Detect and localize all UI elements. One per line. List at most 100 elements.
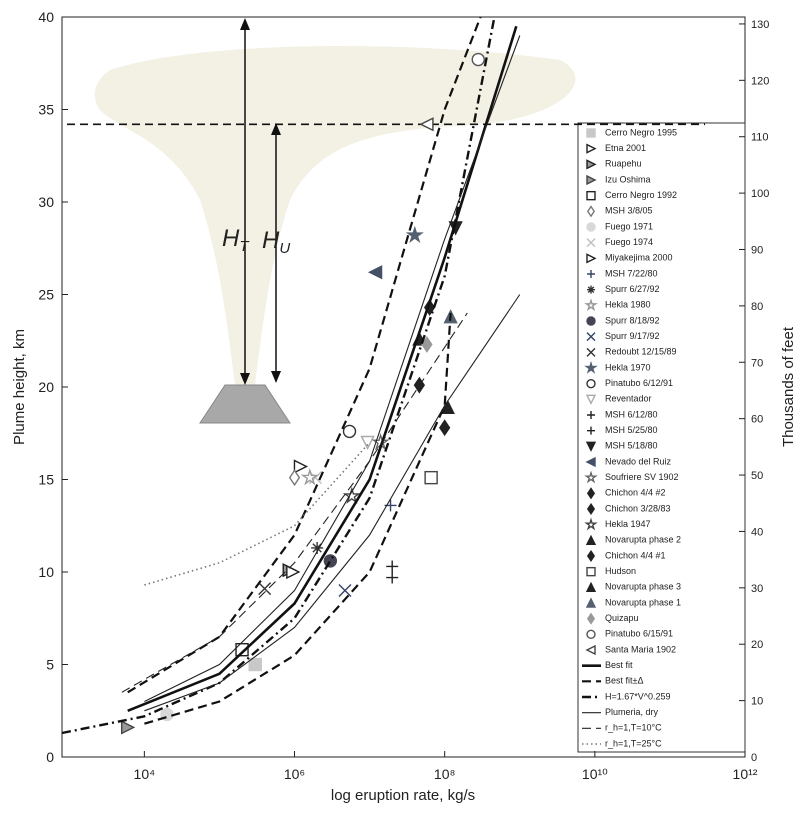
y2-axis-title: Thousands of feet: [780, 326, 797, 447]
legend-label: Hekla 1980: [605, 300, 651, 310]
arrowhead: [240, 373, 250, 385]
y2-tick-label: 40: [751, 526, 763, 538]
y2-tick-label: 70: [751, 357, 763, 369]
marker: [311, 541, 324, 554]
marker: [342, 424, 357, 439]
label-sub: T: [239, 238, 250, 255]
y2-tick-label: 100: [751, 188, 769, 200]
legend-marker: [586, 205, 596, 218]
y-tick-label: 15: [38, 472, 54, 488]
legend-label: Plumeria, dry: [605, 707, 659, 717]
legend-label: Fuego 1971: [605, 221, 653, 231]
legend-marker: [586, 566, 596, 577]
legend-marker: [586, 128, 596, 138]
legend-marker: [587, 285, 595, 294]
fit-line: [144, 294, 521, 712]
y2-tick-label: 20: [751, 639, 763, 651]
fit-line: [127, 25, 518, 713]
marker: [386, 560, 399, 573]
legend-label: Pinatubo 6/12/91: [605, 378, 673, 388]
y2-tick-label: 120: [751, 75, 769, 87]
legend-marker: [586, 190, 596, 201]
legend-marker: [585, 534, 597, 546]
legend-label: Chichon 3/28/83: [605, 503, 671, 513]
marker: [323, 554, 338, 568]
legend-label: Nevado del Ruiz: [605, 456, 672, 466]
legend-label: MSH 3/8/05: [605, 206, 653, 216]
legend-marker: [586, 174, 597, 186]
x-tick-label: 10⁴: [134, 766, 156, 782]
y-axis-title: Plume height, km: [11, 329, 28, 445]
legend-label: Fuego 1974: [605, 237, 653, 247]
legend-marker: [584, 298, 598, 312]
legend-label: Redoubt 12/15/89: [605, 347, 677, 357]
fit-line: [121, 312, 468, 693]
y-tick-label: 20: [38, 379, 54, 395]
y2-tick-label: 130: [751, 19, 769, 31]
legend-label: Reventador: [605, 394, 652, 404]
legend-marker: [586, 629, 596, 640]
legend-label: MSH 5/18/80: [605, 441, 658, 451]
legend-label: MSH 6/12/80: [605, 409, 658, 419]
ht-label: HT: [222, 225, 250, 255]
legend-marker: [585, 394, 597, 405]
legend-marker: [586, 487, 596, 500]
marker: [405, 225, 424, 244]
marker: [286, 564, 301, 580]
fit-line: [61, 16, 496, 735]
y-tick-label: 10: [38, 564, 54, 580]
marker: [120, 720, 136, 735]
legend-marker: [586, 612, 596, 625]
legend-marker: [584, 517, 598, 531]
x-tick-label: 10⁶: [284, 766, 305, 782]
marker: [338, 584, 352, 597]
legend-label: Chichon 4/4 #1: [605, 550, 666, 560]
legend-marker: [586, 332, 596, 342]
y2-tick-label: 90: [751, 244, 763, 256]
marker: [248, 657, 262, 672]
y-tick-label: 40: [38, 9, 54, 25]
x-tick-label: 10⁸: [434, 766, 456, 782]
marker: [386, 571, 399, 584]
legend-marker: [586, 159, 597, 170]
legend-label: Quizapu: [605, 613, 639, 623]
y-tick-label: 30: [38, 194, 54, 210]
y-tick-label: 0: [46, 749, 54, 765]
legend-marker: [584, 470, 598, 484]
legend-label: Spurr 6/27/92: [605, 284, 660, 294]
y2-tick-label: 110: [751, 132, 769, 144]
legend-label: Cerro Negro 1995: [605, 127, 677, 137]
marker: [300, 468, 319, 486]
y-tick-label: 25: [38, 287, 54, 303]
plume-cloud: [94, 46, 576, 386]
legend-label: Pinatubo 6/15/91: [605, 629, 673, 639]
legend-label: r_h=1,T=25°C: [605, 738, 662, 748]
legend-label: Izu Oshima: [605, 174, 651, 184]
fit-line: [127, 16, 482, 694]
marker: [471, 52, 485, 67]
y2-tick-label: 50: [751, 470, 763, 482]
legend-marker: [587, 426, 595, 435]
legend-label: r_h=1,T=10°C: [605, 723, 662, 733]
legend-marker: [585, 441, 597, 452]
y2-tick-label: 60: [751, 414, 763, 426]
marker: [360, 435, 375, 451]
legend-marker: [584, 360, 598, 374]
legend-marker: [586, 316, 596, 326]
x-tick-label: 10¹⁰: [582, 766, 608, 782]
marker: [293, 459, 309, 474]
legend-marker: [585, 581, 597, 593]
legend-label: Chichon 4/4 #2: [605, 488, 666, 498]
marker: [419, 117, 434, 132]
legend-marker: [587, 270, 595, 278]
legend-label: H=1.67*V^0.259: [605, 691, 671, 701]
legend-label: Novarupta phase 1: [605, 597, 681, 607]
arrowhead: [240, 18, 250, 30]
fit-line: [144, 35, 521, 702]
legend-marker: [586, 502, 596, 516]
legend-marker: [585, 644, 596, 656]
legend-marker: [586, 549, 596, 563]
arrowhead: [271, 123, 281, 135]
legend-label: Best fit: [605, 660, 633, 670]
